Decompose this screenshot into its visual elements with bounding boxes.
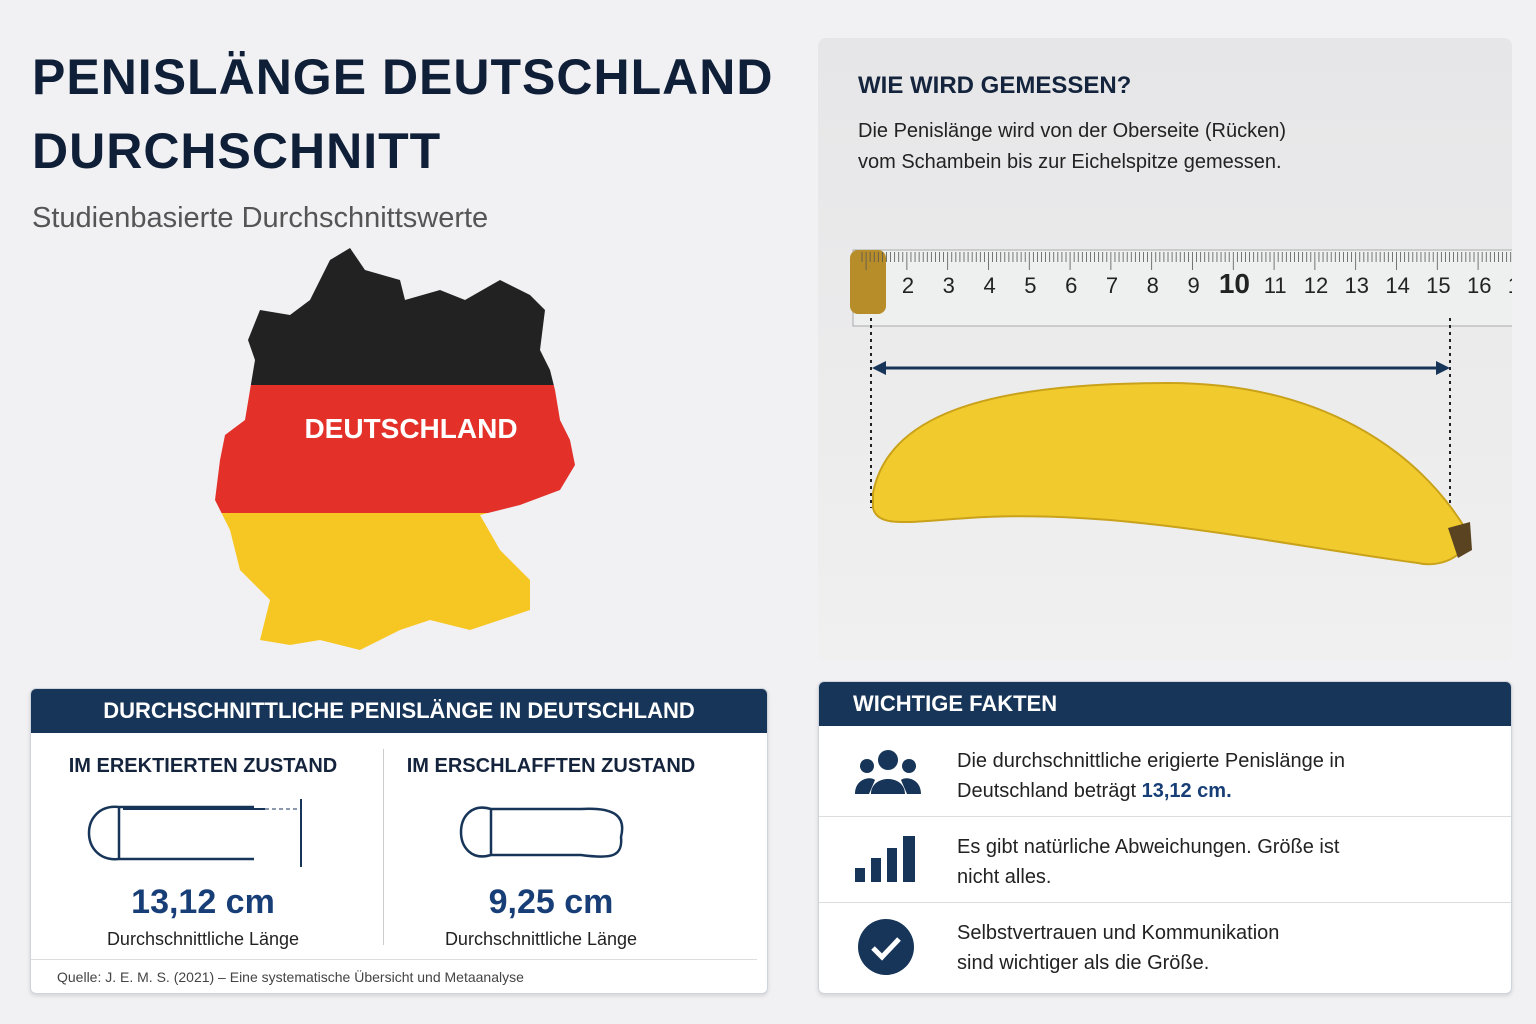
ruler-scene: 2 3 4 5 6 7 8 9 10 11 12 13 14 15 16 17 bbox=[850, 249, 1512, 566]
title: PENISLÄNGE DEUTSCHLAND DURCHSCHNITT bbox=[32, 49, 774, 179]
ruler-label: 9 bbox=[1187, 273, 1199, 298]
fact-text: Die durchschnittliche erigierte Penislän… bbox=[957, 750, 1345, 802]
fact-3: Selbstvertrauen und Kommunikation sind w… bbox=[957, 922, 1280, 974]
ruler-label: 13 bbox=[1345, 273, 1369, 298]
erect-label: IM EREKTIERTEN ZUSTAND bbox=[68, 755, 338, 777]
check-icon bbox=[858, 919, 914, 975]
ruler-label: 3 bbox=[943, 273, 955, 298]
ruler-label: 17 bbox=[1508, 273, 1512, 298]
ruler-label: 2 bbox=[902, 273, 914, 298]
fact-highlight: 13,12 cm bbox=[1141, 780, 1227, 802]
fact-1: Die durchschnittliche erigierte Penislän… bbox=[957, 746, 1377, 806]
ruler-label: 7 bbox=[1106, 273, 1118, 298]
facts-title: WICHTIGE FAKTEN bbox=[819, 682, 1511, 726]
people-icon bbox=[855, 750, 921, 794]
ruler-label: 14 bbox=[1385, 273, 1409, 298]
ruler-label: 16 bbox=[1467, 273, 1491, 298]
measure-panel: WIE WIRD GEMESSEN? Die Penislänge wird v… bbox=[818, 38, 1512, 662]
chart-icon bbox=[855, 836, 915, 882]
ruler-label: 5 bbox=[1024, 273, 1036, 298]
ruler-label: 10 bbox=[1219, 268, 1250, 299]
source: Quelle: J. E. M. S. (2021) – Eine system… bbox=[57, 969, 524, 985]
flaccid-label: IM ERSCHLAFFTEN ZUSTAND bbox=[406, 755, 696, 777]
germany-map: DEUTSCHLAND bbox=[215, 248, 575, 650]
stats-title: DURCHSCHNITTLICHE PENISLÄNGE IN DEUTSCHL… bbox=[31, 689, 767, 733]
flaccid-icon bbox=[459, 806, 624, 858]
flaccid-caption: Durchschnittliche Länge bbox=[444, 929, 638, 949]
ruler-label: 4 bbox=[983, 273, 995, 298]
measure-text: Die Penislänge wird von der Oberseite (R… bbox=[858, 120, 1286, 173]
ruler-label: 15 bbox=[1426, 273, 1450, 298]
ruler-label: 8 bbox=[1147, 273, 1159, 298]
ruler-label: 11 bbox=[1264, 273, 1287, 298]
erect-icon bbox=[87, 799, 302, 867]
facts-box: WICHTIGE FAKTEN Die durchschnittliche er… bbox=[818, 681, 1512, 994]
ruler-label: 12 bbox=[1304, 273, 1328, 298]
fact-suffix: . bbox=[1226, 780, 1232, 802]
erect-value: 13,12 cm bbox=[131, 883, 275, 921]
ruler-label: 6 bbox=[1065, 273, 1077, 298]
stats-box: DURCHSCHNITTLICHE PENISLÄNGE IN DEUTSCHL… bbox=[30, 688, 768, 994]
flaccid-value: 9,25 cm bbox=[488, 883, 614, 921]
erect-caption: Durchschnittliche Länge bbox=[106, 929, 300, 949]
measure-title: WIE WIRD GEMESSEN? bbox=[858, 72, 1132, 99]
fact-2: Es gibt natürliche Abweichungen. Größe i… bbox=[957, 836, 1340, 888]
map-label: DEUTSCHLAND bbox=[304, 413, 517, 444]
subtitle: Studienbasierte Durchschnittswerte bbox=[32, 202, 489, 234]
